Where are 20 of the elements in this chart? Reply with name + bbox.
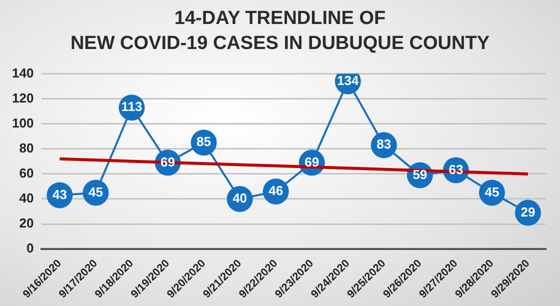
chart-title: 14-DAY TRENDLINE OF NEW COVID-19 CASES IN DUBUQUE COUNTY — [69, 7, 491, 56]
y-tick-label: 120 — [12, 90, 34, 106]
y-tick-label: 0 — [26, 240, 34, 256]
y-tick-label: 140 — [12, 65, 34, 80]
y-tick-label: 40 — [19, 190, 34, 206]
data-label: 134 — [337, 72, 360, 88]
data-label: 83 — [376, 136, 392, 152]
y-tick-label: 60 — [19, 166, 34, 181]
data-label: 43 — [52, 186, 67, 202]
data-label: 113 — [121, 99, 142, 114]
data-label: 45 — [484, 184, 500, 200]
y-tick-label: 100 — [12, 115, 34, 130]
data-label: 85 — [196, 134, 212, 150]
data-label: 45 — [88, 184, 103, 200]
data-label: 40 — [232, 190, 248, 206]
data-label: 46 — [268, 183, 284, 198]
y-tick-label: 20 — [19, 216, 34, 231]
data-label: 69 — [304, 154, 320, 170]
data-label: 29 — [520, 204, 536, 220]
y-tick-label: 80 — [19, 140, 34, 156]
